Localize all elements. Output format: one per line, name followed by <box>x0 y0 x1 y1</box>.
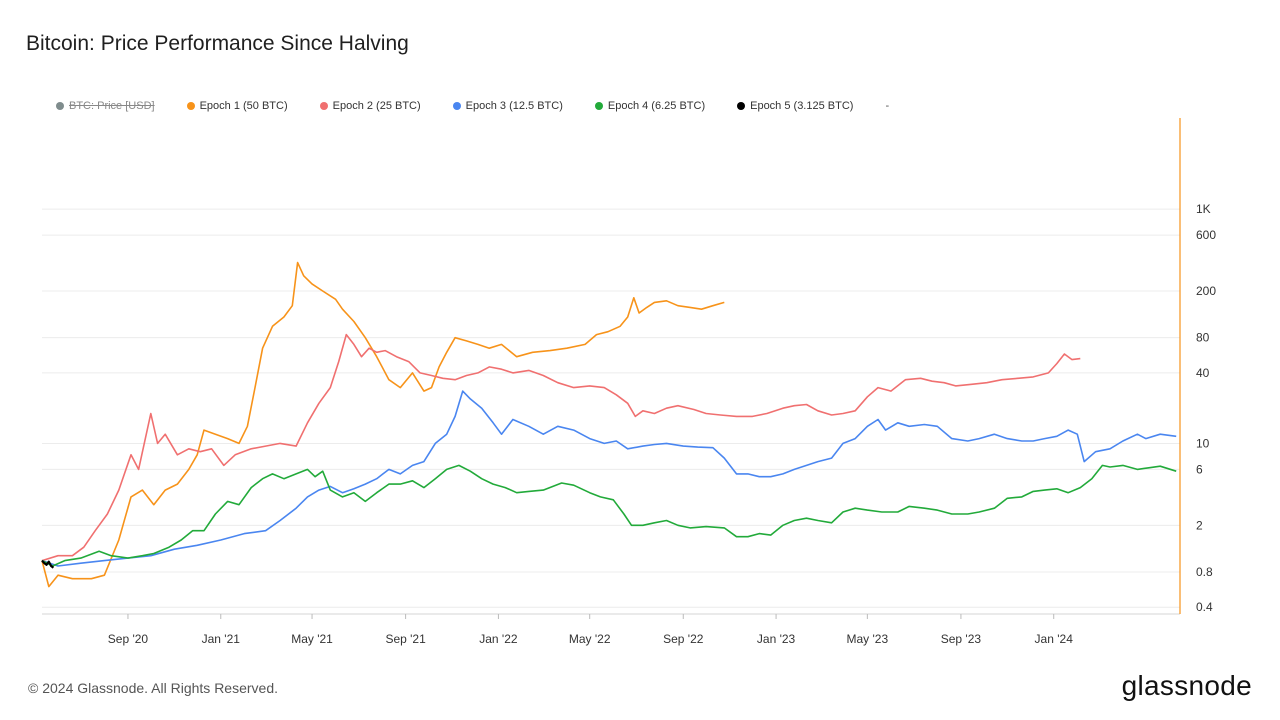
legend-dot-icon <box>56 102 64 110</box>
legend-item-epoch-2[interactable]: Epoch 2 (25 BTC) <box>319 100 421 112</box>
legend-item-btc-price[interactable]: BTC: Price [USD] <box>56 100 155 112</box>
copyright-text: © 2024 Glassnode. All Rights Reserved. <box>28 680 279 696</box>
y-tick-label: 6 <box>1196 462 1203 476</box>
y-tick-label: 200 <box>1196 284 1216 298</box>
x-tick-label: Sep '20 <box>108 632 149 646</box>
x-tick-label: Jan '24 <box>1035 632 1074 646</box>
x-tick-label: Jan '22 <box>479 632 518 646</box>
legend-label: Epoch 3 (12.5 BTC) <box>465 100 563 112</box>
series-line-3 <box>41 390 1177 567</box>
series-line-5 <box>41 559 55 569</box>
y-tick-label: 0.4 <box>1196 600 1213 614</box>
legend-label: Epoch 1 (50 BTC) <box>199 100 288 112</box>
legend-label: Epoch 4 (6.25 BTC) <box>607 100 706 112</box>
x-tick-label: Jan '21 <box>202 632 241 646</box>
legend-item-epoch-3[interactable]: Epoch 3 (12.5 BTC) <box>452 100 563 112</box>
y-tick-label: 40 <box>1196 366 1210 380</box>
legend-dot-icon <box>452 102 461 110</box>
glassnode-logo[interactable]: glassnode <box>1121 670 1252 701</box>
legend-dot-icon <box>594 102 603 110</box>
x-tick-label: May '22 <box>569 632 611 646</box>
legend-dot-icon <box>186 102 195 110</box>
y-tick-label: 600 <box>1196 228 1216 242</box>
chart-legend: BTC: Price [USD] Epoch 1 (50 BTC) Epoch … <box>56 98 921 114</box>
legend-item-epoch-5[interactable]: Epoch 5 (3.125 BTC) <box>737 100 853 112</box>
y-tick-label: 80 <box>1196 331 1210 345</box>
series-lines <box>41 261 1177 588</box>
series-line-2 <box>41 333 1081 562</box>
legend-label: Epoch 2 (25 BTC) <box>332 100 421 112</box>
x-tick-label: May '23 <box>847 632 889 646</box>
legend-dot-icon <box>737 102 746 110</box>
series-line-4 <box>41 464 1177 567</box>
legend-extra: - <box>885 100 890 112</box>
series-line-1 <box>41 261 725 588</box>
legend-item-epoch-1[interactable]: Epoch 1 (50 BTC) <box>186 100 288 112</box>
legend-dot-icon <box>319 102 328 110</box>
legend-item-epoch-4[interactable]: Epoch 4 (6.25 BTC) <box>594 100 706 112</box>
y-tick-label: 10 <box>1196 436 1210 450</box>
x-tick-label: Jan '23 <box>757 632 796 646</box>
legend-label: Epoch 5 (3.125 BTC) <box>750 100 854 112</box>
axes: 0.4 0.8 2 6 10 40 80 200 600 1K Sep '20 Jan '21 May … <box>42 118 1216 646</box>
legend-label: BTC: Price [USD] <box>69 100 155 112</box>
x-tick-label: May '21 <box>291 632 333 646</box>
chart-title: Bitcoin: Price Performance Since Halving <box>26 32 409 55</box>
grid-lines <box>42 208 1180 608</box>
y-tick-label: 0.8 <box>1196 565 1213 579</box>
x-tick-label: Sep '23 <box>941 632 982 646</box>
x-tick-label: Sep '22 <box>663 632 704 646</box>
y-tick-label: 1K <box>1196 202 1211 216</box>
y-tick-label: 2 <box>1196 518 1203 532</box>
x-tick-label: Sep '21 <box>385 632 426 646</box>
